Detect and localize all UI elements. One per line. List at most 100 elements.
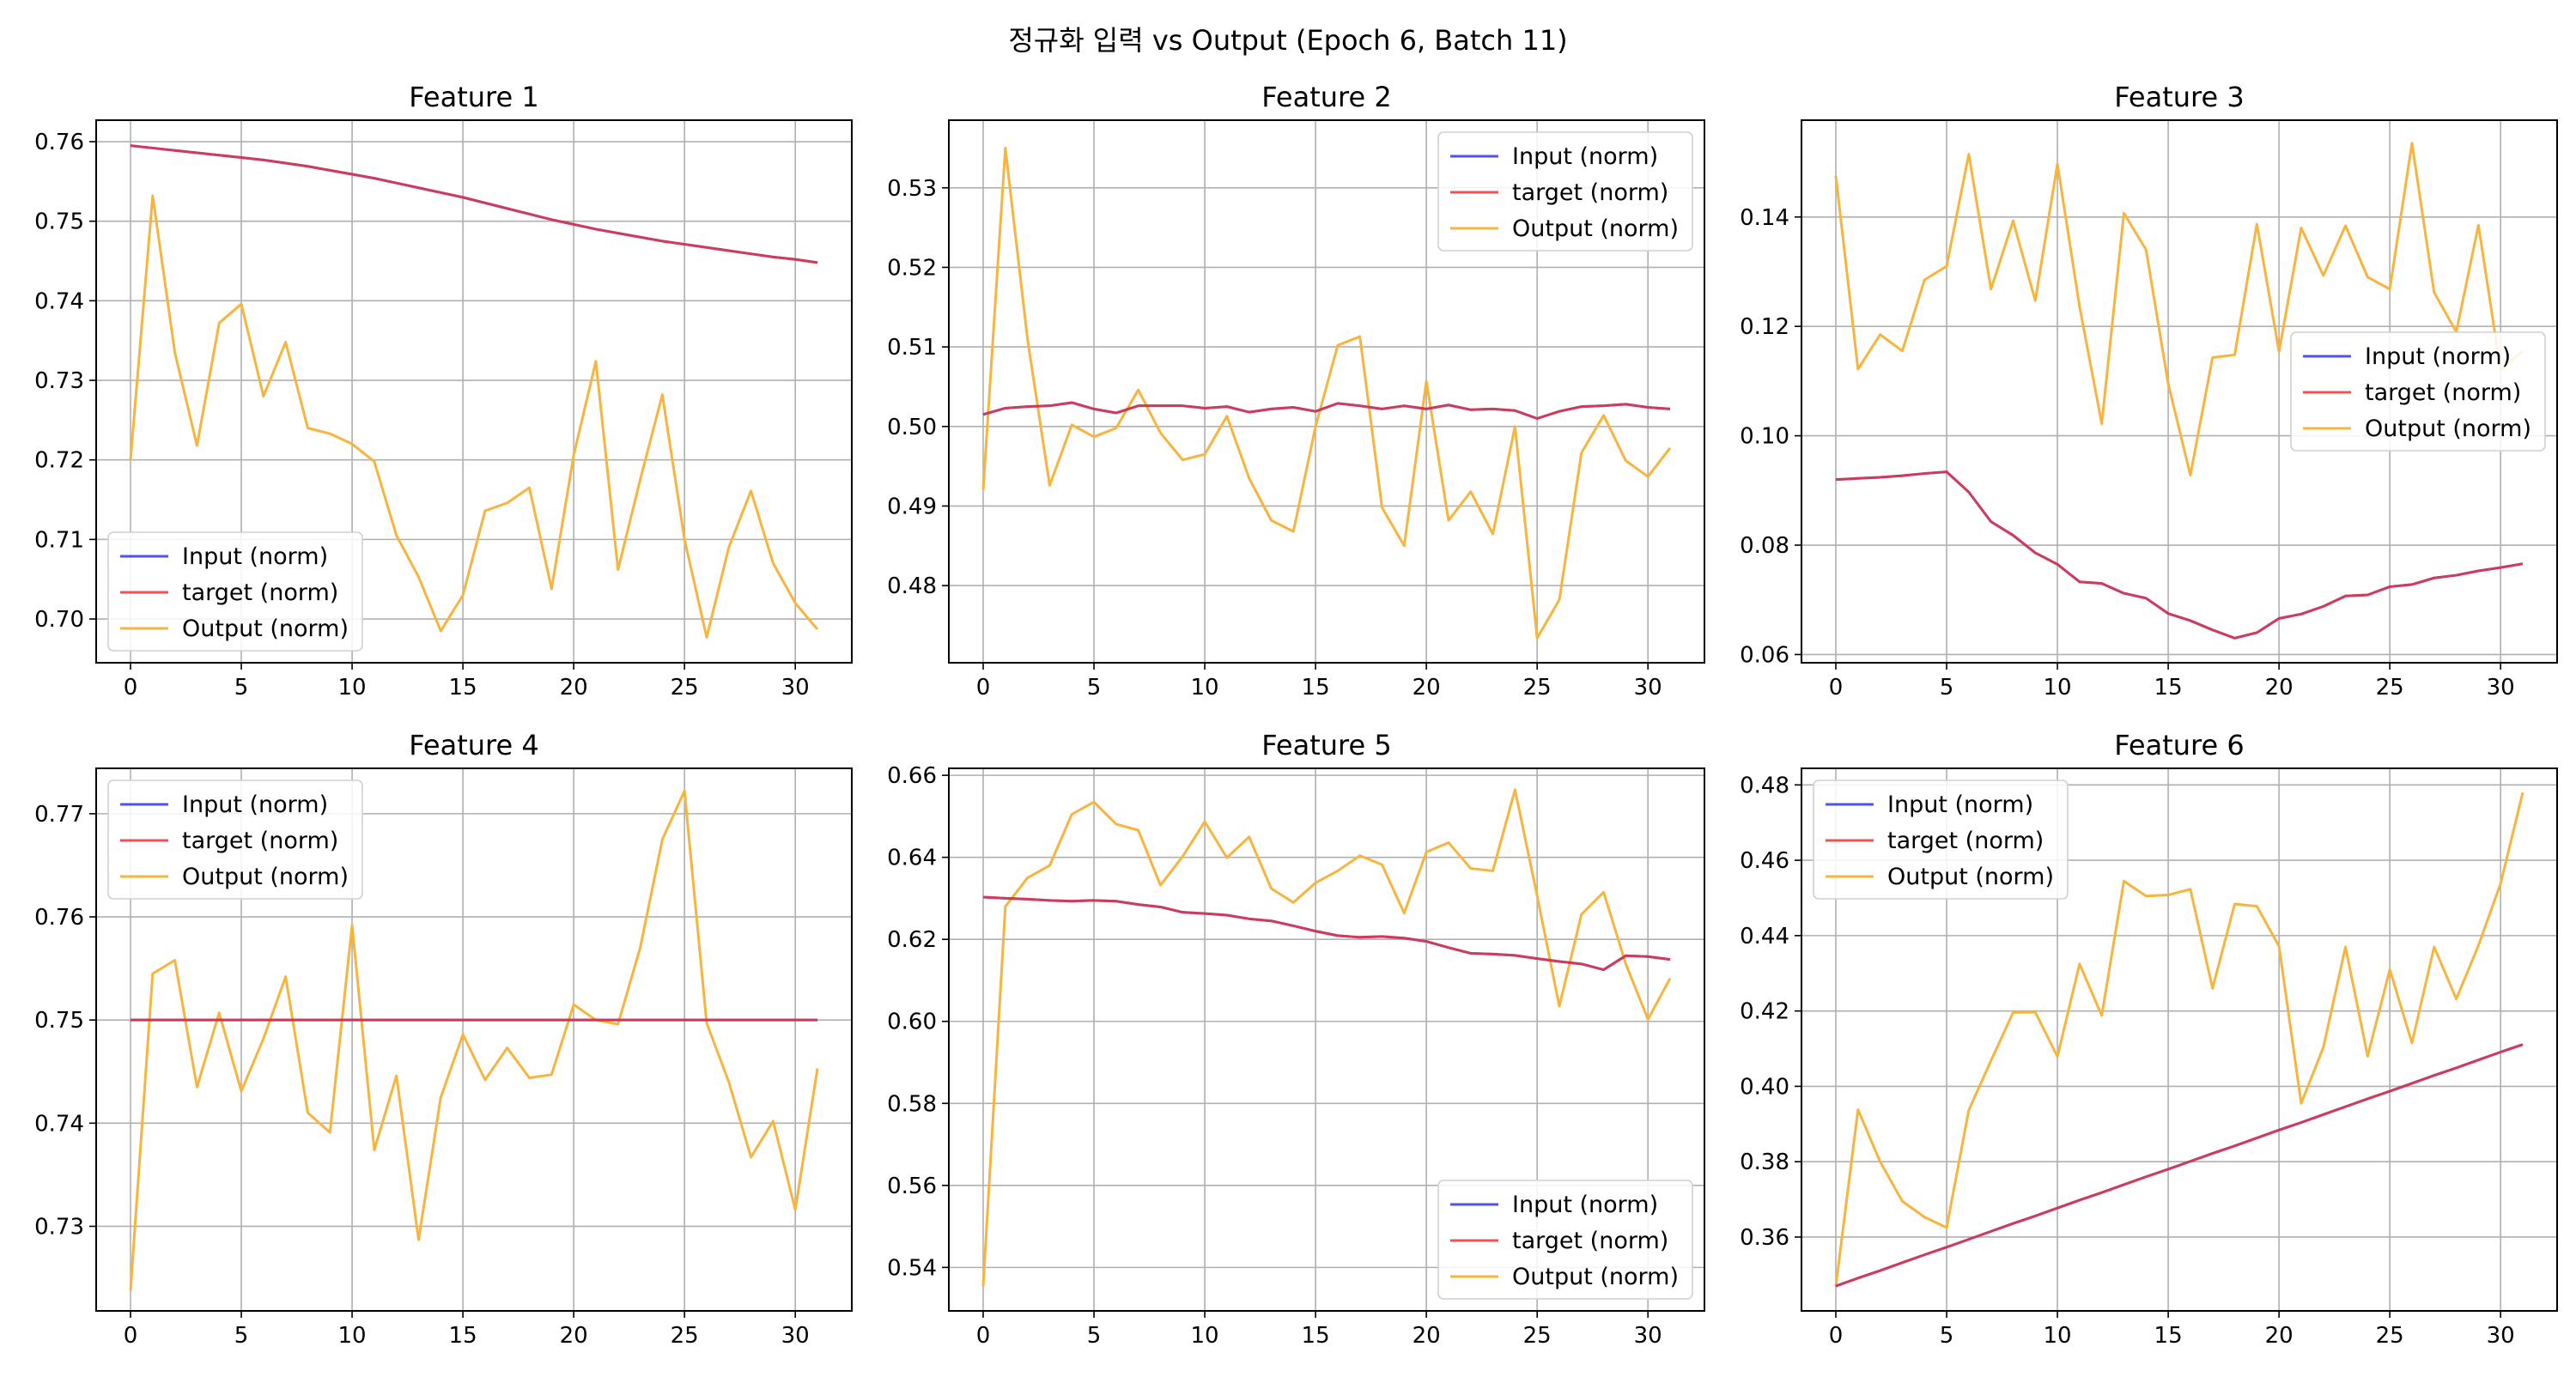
legend-entry-label: Input (norm) bbox=[2365, 343, 2511, 370]
legend-box bbox=[1437, 1180, 1693, 1300]
legend-entry-label: Output (norm) bbox=[1512, 1264, 1679, 1290]
subplot-feature-6: 0 5 10 15 20 25 30 0.36 0.38 0.40 0.42 0.44 0.46 0.48… bbox=[1740, 729, 2558, 1349]
legend-entry-label: Output (norm) bbox=[1887, 864, 2054, 890]
legend: Input (norm) target (norm) Output (norm) bbox=[2290, 331, 2546, 452]
x-tick-label: 15 bbox=[449, 1323, 477, 1349]
y-tick-label: 0.10 bbox=[1740, 424, 1789, 450]
y-tick-label: 0.40 bbox=[1740, 1074, 1789, 1100]
x-tick-label: 20 bbox=[1413, 675, 1441, 701]
x-tick-label: 5 bbox=[1940, 675, 1954, 701]
x-tick-label: 10 bbox=[338, 675, 367, 701]
subplot-feature-1: 0 5 10 15 20 25 30 0.70 0.71 0.72 0.73 0.74 0.75 0.76… bbox=[34, 81, 853, 701]
y-tick-label: 0.44 bbox=[1740, 924, 1789, 949]
y-tick-label: 0.74 bbox=[34, 1111, 84, 1137]
x-tick-label: 15 bbox=[2154, 1323, 2183, 1349]
axes-frame bbox=[1801, 767, 2558, 1312]
y-tick-label: 0.52 bbox=[887, 255, 937, 281]
y-tick-label: 0.60 bbox=[887, 1010, 937, 1035]
series-line-input bbox=[130, 144, 818, 264]
x-tick-label: 5 bbox=[1087, 675, 1102, 701]
x-tick-label: 15 bbox=[1302, 675, 1330, 701]
x-tick-label: 0 bbox=[124, 1323, 138, 1349]
x-tick-label: 10 bbox=[2044, 675, 2072, 701]
legend-entry-label: target (norm) bbox=[1512, 1228, 1668, 1254]
x-tick-label: 30 bbox=[1634, 1323, 1662, 1349]
y-tick-label: 0.46 bbox=[1740, 848, 1789, 874]
legend-entry-label: target (norm) bbox=[182, 579, 338, 606]
y-tick-label: 0.53 bbox=[887, 176, 937, 202]
x-tick-label: 30 bbox=[1634, 675, 1662, 701]
x-tick-label: 30 bbox=[2487, 675, 2515, 701]
x-tick-label: 20 bbox=[560, 675, 588, 701]
x-tick-label: 25 bbox=[1523, 675, 1552, 701]
legend-entry-label: target (norm) bbox=[182, 828, 338, 854]
y-tick-label: 0.06 bbox=[1740, 642, 1789, 668]
subplot-title: Feature 3 bbox=[2114, 81, 2244, 113]
y-tick-label: 0.48 bbox=[1740, 773, 1789, 798]
legend-box bbox=[107, 779, 363, 900]
y-tick-label: 0.12 bbox=[1740, 314, 1789, 340]
series-line-target bbox=[982, 895, 1671, 972]
x-tick-label: 30 bbox=[781, 1323, 810, 1349]
axes-frame bbox=[95, 119, 853, 664]
x-tick-label: 20 bbox=[1413, 1323, 1441, 1349]
axes-frame bbox=[948, 119, 1705, 664]
series-line-target bbox=[1835, 470, 2524, 640]
subplot-title: Feature 5 bbox=[1261, 729, 1391, 761]
series-line-output bbox=[129, 789, 819, 1291]
y-tick-label: 0.73 bbox=[34, 368, 84, 394]
y-tick-label: 0.50 bbox=[887, 415, 937, 440]
series-line-output bbox=[1834, 142, 2524, 476]
x-tick-label: 10 bbox=[338, 1323, 367, 1349]
x-tick-label: 5 bbox=[1087, 1323, 1102, 1349]
legend: Input (norm) target (norm) Output (norm) bbox=[1437, 1180, 1693, 1300]
legend: Input (norm) target (norm) Output (norm) bbox=[107, 779, 363, 900]
x-tick-label: 20 bbox=[2265, 675, 2293, 701]
x-tick-label: 10 bbox=[1191, 675, 1219, 701]
legend-box bbox=[1813, 779, 2069, 900]
legend-box bbox=[2290, 331, 2546, 452]
subplot-title: Feature 4 bbox=[409, 729, 538, 761]
x-tick-label: 20 bbox=[2265, 1323, 2293, 1349]
legend-entry-label: target (norm) bbox=[1887, 828, 2044, 854]
y-tick-label: 0.73 bbox=[34, 1214, 84, 1240]
subplot-title: Feature 1 bbox=[409, 81, 538, 113]
subplot-feature-2: 0 5 10 15 20 25 30 0.48 0.49 0.50 0.51 0.52 0.53 Feat… bbox=[887, 81, 1705, 701]
y-tick-label: 0.62 bbox=[887, 927, 937, 953]
legend-box bbox=[1437, 131, 1693, 252]
y-tick-label: 0.76 bbox=[34, 130, 84, 155]
y-tick-label: 0.75 bbox=[34, 1008, 84, 1034]
y-tick-label: 0.51 bbox=[887, 335, 937, 361]
axes-frame bbox=[1801, 119, 2558, 664]
y-tick-label: 0.58 bbox=[887, 1091, 937, 1117]
x-tick-label: 25 bbox=[671, 1323, 699, 1349]
x-tick-label: 25 bbox=[1523, 1323, 1552, 1349]
y-tick-label: 0.36 bbox=[1740, 1225, 1789, 1251]
y-tick-label: 0.42 bbox=[1740, 999, 1789, 1025]
x-tick-label: 25 bbox=[2376, 1323, 2404, 1349]
figure-title: 정규화 입력 vs Output (Epoch 6, Batch 11) bbox=[1008, 24, 1568, 57]
y-tick-label: 0.49 bbox=[887, 494, 937, 519]
x-tick-label: 25 bbox=[671, 675, 699, 701]
x-tick-label: 15 bbox=[2154, 675, 2183, 701]
legend-entry-label: Output (norm) bbox=[182, 616, 349, 642]
y-tick-label: 0.56 bbox=[887, 1174, 937, 1199]
subplot-feature-4: 0 5 10 15 20 25 30 0.73 0.74 0.75 0.76 0.77 Feature … bbox=[34, 729, 853, 1349]
series-line-input bbox=[1835, 470, 2524, 640]
x-tick-label: 0 bbox=[124, 675, 138, 701]
x-tick-label: 0 bbox=[1829, 1323, 1844, 1349]
y-tick-label: 0.48 bbox=[887, 573, 937, 599]
axes-frame bbox=[948, 767, 1705, 1312]
subplot-title: Feature 6 bbox=[2114, 729, 2244, 761]
axes-frame bbox=[95, 767, 853, 1312]
x-tick-label: 5 bbox=[1940, 1323, 1954, 1349]
legend-entry-label: Input (norm) bbox=[182, 543, 328, 570]
y-tick-label: 0.14 bbox=[1740, 205, 1789, 231]
y-tick-label: 0.54 bbox=[887, 1255, 937, 1281]
y-tick-label: 0.70 bbox=[34, 607, 84, 633]
y-tick-label: 0.76 bbox=[34, 905, 84, 931]
legend: Input (norm) target (norm) Output (norm) bbox=[107, 531, 363, 652]
x-tick-label: 5 bbox=[234, 675, 249, 701]
legend-entry-label: Input (norm) bbox=[1887, 792, 2033, 818]
